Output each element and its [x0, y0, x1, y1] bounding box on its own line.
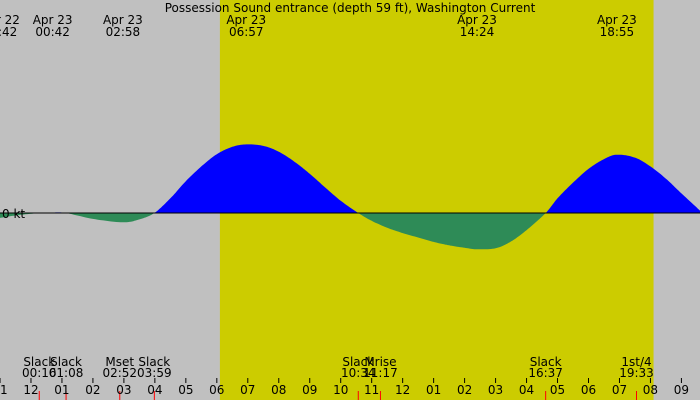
hour-tick-label: 09	[674, 383, 689, 397]
hour-tick-label: 04	[147, 383, 162, 397]
event-time: 01:08	[49, 366, 84, 380]
event-label: Slack	[50, 355, 82, 369]
hour-tick-label: 12	[23, 383, 38, 397]
top-label-date: Apr 23	[33, 13, 73, 27]
top-label-date: Apr 22	[0, 13, 20, 27]
hour-tick-label: 06	[209, 383, 224, 397]
hour-tick-label: 08	[271, 383, 286, 397]
hour-tick-label: 03	[488, 383, 503, 397]
hour-tick-label: 09	[302, 383, 317, 397]
top-label-time: 22:42	[0, 25, 17, 39]
event-label: Mset	[105, 355, 134, 369]
top-label-time: 18:55	[600, 25, 635, 39]
event-label: Slack	[342, 355, 374, 369]
top-label-time: 00:42	[35, 25, 70, 39]
hour-tick-label: 12	[395, 383, 410, 397]
hour-tick-label: 01	[54, 383, 69, 397]
hour-tick-label: 05	[178, 383, 193, 397]
event-time: 16:37	[528, 366, 563, 380]
flood-area-3	[154, 144, 359, 213]
top-label-time: 06:57	[229, 25, 264, 39]
hour-tick-label: 01	[426, 383, 441, 397]
event-time: 11:17	[363, 366, 398, 380]
hour-tick-label: 10	[333, 383, 348, 397]
hour-axis: 11 12 01 02 03 04 05 06 07 08 09 10 11 12 01 02 03 04 05 06…	[0, 378, 689, 397]
event-time: 00:16	[22, 366, 57, 380]
ebb-area-layer	[0, 213, 546, 250]
hour-tick-label: 11	[364, 383, 379, 397]
top-label-date: Apr 23	[597, 13, 637, 27]
top-label-date: Apr 23	[457, 13, 497, 27]
event-label: 1st/4	[621, 355, 651, 369]
ebb-area-2	[66, 213, 155, 223]
hour-tick-label: 06	[581, 383, 596, 397]
hour-tick-label: 02	[85, 383, 100, 397]
hour-tick-label: 07	[612, 383, 627, 397]
event-label: Mrise	[364, 355, 396, 369]
hour-tick-label: 11	[0, 383, 8, 397]
hour-tick-label: 03	[116, 383, 131, 397]
event-time: 19:33	[619, 366, 654, 380]
top-label-time: 02:58	[106, 25, 141, 39]
chart-title: Possession Sound entrance (depth 59 ft),…	[165, 1, 536, 15]
hour-tick-label: 04	[519, 383, 534, 397]
hour-tick-label: 05	[550, 383, 565, 397]
event-time: 10:34	[341, 366, 376, 380]
event-label: Slack	[138, 355, 170, 369]
bottom-event-labels: Slack00:16Slack01:08Mset02:52Slack03:59S…	[22, 355, 654, 400]
hour-tick-label: 02	[457, 383, 472, 397]
ebb-area-0	[0, 213, 40, 218]
ebb-area-4	[358, 213, 546, 250]
zero-kt-label: 0 kt	[2, 207, 25, 221]
event-label: Slack	[23, 355, 55, 369]
top-label-date: Apr 23	[226, 13, 266, 27]
event-label: Slack	[530, 355, 562, 369]
top-label-date: Apr 23	[103, 13, 143, 27]
top-label-time: 14:24	[460, 25, 495, 39]
flood-area-5	[545, 154, 700, 213]
hour-tick-label: 08	[643, 383, 658, 397]
event-time: 03:59	[137, 366, 172, 380]
event-time: 02:52	[102, 366, 137, 380]
hour-tick-label: 07	[240, 383, 255, 397]
